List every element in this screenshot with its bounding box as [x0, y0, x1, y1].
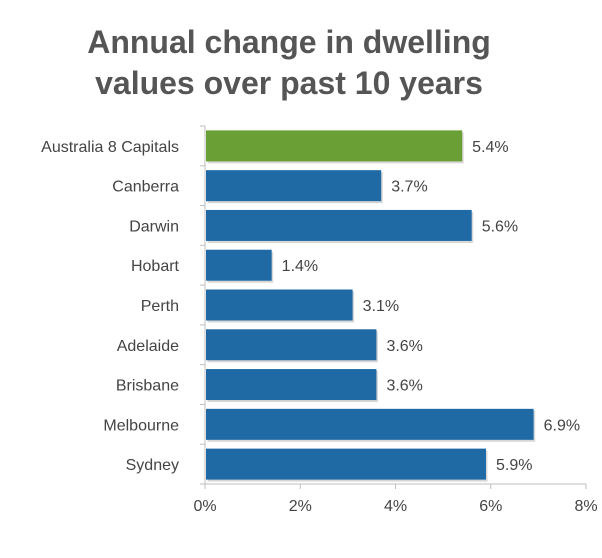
- category-label: Hobart: [131, 258, 180, 275]
- bar: [206, 369, 377, 401]
- category-label: Canberra: [112, 179, 179, 196]
- bar: [206, 329, 377, 361]
- value-label: 5.9%: [496, 457, 532, 474]
- x-tick-label: 4%: [384, 498, 407, 515]
- value-label: 6.9%: [544, 417, 580, 434]
- bar: [206, 209, 472, 241]
- bar: [206, 249, 272, 281]
- x-tick-label: 0%: [193, 498, 216, 515]
- category-label: Australia 8 Capitals: [41, 139, 179, 156]
- x-tick-label: 8%: [574, 498, 597, 515]
- value-label: 3.1%: [363, 298, 399, 315]
- value-label: 5.6%: [482, 218, 518, 235]
- bar: [206, 408, 534, 440]
- axis-layer: [200, 125, 587, 489]
- x-tick-label: 6%: [479, 498, 502, 515]
- value-label: 3.6%: [386, 378, 422, 395]
- bar: [206, 289, 353, 321]
- value-label: 3.7%: [391, 179, 427, 196]
- label-layer: 0% 2% 4% 6% 8% Australia 8 Capitals 5.4% Canber…: [41, 139, 597, 515]
- chart-title-line-1: Annual change in dwelling: [87, 24, 491, 60]
- category-label: Darwin: [129, 218, 179, 235]
- x-tick-label: 2%: [289, 498, 312, 515]
- category-label: Brisbane: [116, 378, 179, 395]
- value-label: 1.4%: [282, 258, 318, 275]
- chart-title-line-2: values over past 10 years: [95, 65, 483, 101]
- category-label: Adelaide: [117, 338, 179, 355]
- value-label: 3.6%: [386, 338, 422, 355]
- bar-layer: [206, 130, 536, 482]
- chart-title: Annual change in dwelling values over pa…: [0, 22, 578, 104]
- bar: [206, 130, 463, 162]
- category-label: Melbourne: [103, 417, 179, 434]
- bar: [206, 170, 382, 202]
- bar: [206, 448, 486, 480]
- category-label: Perth: [141, 298, 179, 315]
- value-label: 5.4%: [472, 139, 508, 156]
- category-label: Sydney: [126, 457, 179, 474]
